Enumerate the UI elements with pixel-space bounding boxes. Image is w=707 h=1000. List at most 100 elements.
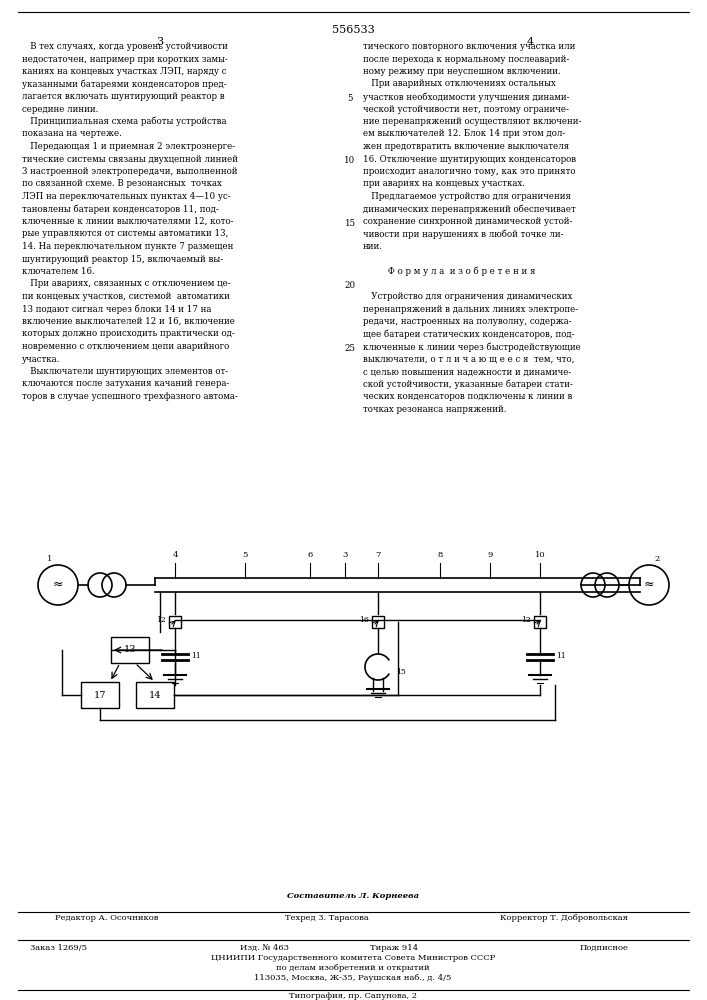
Text: 13: 13 bbox=[124, 646, 136, 654]
Text: которых должно происходить практически од-: которых должно происходить практически о… bbox=[22, 330, 235, 338]
Text: ключенные к линии выключателями 12, кото-: ключенные к линии выключателями 12, кото… bbox=[22, 217, 233, 226]
Text: ≈: ≈ bbox=[53, 578, 63, 590]
Text: по делам изобретений и открытий: по делам изобретений и открытий bbox=[276, 964, 430, 972]
Text: перенапряжений в дальних линиях электропе-: перенапряжений в дальних линиях электроп… bbox=[363, 304, 578, 314]
Text: Подписное: Подписное bbox=[580, 944, 629, 952]
Text: по связанной схеме. В резонансных  точках: по связанной схеме. В резонансных точках bbox=[22, 180, 222, 188]
Text: ЛЭП на переключательных пунктах 4—10 ус-: ЛЭП на переключательных пунктах 4—10 ус- bbox=[22, 192, 230, 201]
Text: ≈: ≈ bbox=[644, 578, 654, 590]
Text: торов в случае успешного трехфазного автома-: торов в случае успешного трехфазного авт… bbox=[22, 392, 238, 401]
Text: 16: 16 bbox=[359, 616, 369, 624]
Text: В тех случаях, когда уровень устойчивости: В тех случаях, когда уровень устойчивост… bbox=[22, 42, 228, 51]
Bar bbox=[81, 682, 119, 708]
Text: ческих конденсаторов подключены к линии в: ческих конденсаторов подключены к линии … bbox=[363, 392, 573, 401]
Text: тические системы связаны двухцепной линией: тические системы связаны двухцепной лини… bbox=[22, 154, 238, 163]
Text: редачи, настроенных на полуволну, содержа-: редачи, настроенных на полуволну, содерж… bbox=[363, 317, 571, 326]
Text: включение выключателей 12 и 16, включение: включение выключателей 12 и 16, включени… bbox=[22, 317, 235, 326]
Text: 6: 6 bbox=[308, 551, 312, 559]
Text: ЦНИИПИ Государственного комитета Совета Министров СССР: ЦНИИПИ Государственного комитета Совета … bbox=[211, 954, 495, 962]
Text: участков необходимости улучшения динами-: участков необходимости улучшения динами- bbox=[363, 92, 570, 102]
Text: ному режиму при неуспешном включении.: ному режиму при неуспешном включении. bbox=[363, 67, 561, 76]
Text: 9: 9 bbox=[487, 551, 493, 559]
Text: 20: 20 bbox=[344, 281, 356, 290]
Text: Устройство для ограничения динамических: Устройство для ограничения динамических bbox=[363, 292, 573, 301]
Text: Корректор Т. Добровольская: Корректор Т. Добровольская bbox=[500, 914, 628, 922]
Text: Техред З. Тарасова: Техред З. Тарасова bbox=[285, 914, 369, 922]
Text: 14. На переключательном пункте 7 размещен: 14. На переключательном пункте 7 размеще… bbox=[22, 242, 233, 251]
Text: Редактор А. Осочников: Редактор А. Осочников bbox=[55, 914, 158, 922]
Text: динамических перенапряжений обеспечивает: динамических перенапряжений обеспечивает bbox=[363, 205, 575, 214]
Text: 1: 1 bbox=[47, 555, 53, 563]
Text: 4: 4 bbox=[173, 551, 177, 559]
Text: 2: 2 bbox=[655, 555, 660, 563]
Text: ключаются после затухания качаний генера-: ключаются после затухания качаний генера… bbox=[22, 379, 229, 388]
Text: При авариях, связанных с отключением це-: При авариях, связанных с отключением це- bbox=[22, 279, 230, 288]
Text: 10: 10 bbox=[534, 551, 545, 559]
Text: 12: 12 bbox=[521, 616, 531, 624]
Text: Заказ 1269/5: Заказ 1269/5 bbox=[30, 944, 87, 952]
Text: каниях на концевых участках ЛЭП, наряду с: каниях на концевых участках ЛЭП, наряду … bbox=[22, 67, 226, 76]
Text: пи концевых участков, системой  автоматики: пи концевых участков, системой автоматик… bbox=[22, 292, 230, 301]
Text: 3 настроенной электропередачи, выполненной: 3 настроенной электропередачи, выполненн… bbox=[22, 167, 238, 176]
Bar bbox=[372, 616, 384, 628]
Text: Выключатели шунтирующих элементов от-: Выключатели шунтирующих элементов от- bbox=[22, 367, 228, 376]
Text: Изд. № 463: Изд. № 463 bbox=[240, 944, 289, 952]
Text: сохранение синхронной динамической устой-: сохранение синхронной динамической устой… bbox=[363, 217, 573, 226]
Text: показана на чертеже.: показана на чертеже. bbox=[22, 129, 122, 138]
Text: 113035, Москва, Ж-35, Раушская наб., д. 4/5: 113035, Москва, Ж-35, Раушская наб., д. … bbox=[255, 974, 452, 982]
Text: тановлены батареи конденсаторов 11, под-: тановлены батареи конденсаторов 11, под- bbox=[22, 205, 218, 214]
Bar bbox=[169, 616, 181, 628]
Text: Составитель Л. Корнеева: Составитель Л. Корнеева bbox=[287, 892, 419, 900]
Text: с целью повышения надежности и динамиче-: с целью повышения надежности и динамиче- bbox=[363, 367, 571, 376]
Text: участка.: участка. bbox=[22, 355, 60, 363]
Text: 13 подают сигнал через блоки 14 и 17 на: 13 подают сигнал через блоки 14 и 17 на bbox=[22, 304, 211, 314]
Text: при авариях на концевых участках.: при авариях на концевых участках. bbox=[363, 180, 525, 188]
Text: ключателем 16.: ключателем 16. bbox=[22, 267, 95, 276]
Text: жен предотвратить включение выключателя: жен предотвратить включение выключателя bbox=[363, 142, 569, 151]
Text: новременно с отключением цепи аварийного: новременно с отключением цепи аварийного bbox=[22, 342, 229, 351]
Text: ние перенапряжений осуществляют включени-: ние перенапряжений осуществляют включени… bbox=[363, 117, 581, 126]
Text: 8: 8 bbox=[438, 551, 443, 559]
Text: происходит аналогично тому, как это принято: происходит аналогично тому, как это прин… bbox=[363, 167, 575, 176]
Text: 10: 10 bbox=[344, 156, 356, 165]
Text: 3: 3 bbox=[342, 551, 348, 559]
Text: ем выключателей 12. Блок 14 при этом дол-: ем выключателей 12. Блок 14 при этом дол… bbox=[363, 129, 566, 138]
Text: чивости при нарушениях в любой точке ли-: чивости при нарушениях в любой точке ли- bbox=[363, 230, 563, 239]
Bar bbox=[534, 616, 546, 628]
Text: щее батареи статических конденсаторов, под-: щее батареи статических конденсаторов, п… bbox=[363, 330, 575, 339]
Text: При аварийных отключениях остальных: При аварийных отключениях остальных bbox=[363, 80, 556, 89]
Text: тического повторного включения участка или: тического повторного включения участка и… bbox=[363, 42, 575, 51]
Text: шунтирующий реактор 15, включаемый вы-: шунтирующий реактор 15, включаемый вы- bbox=[22, 254, 223, 263]
Text: ключенные к линии через быстродействующие: ключенные к линии через быстродействующи… bbox=[363, 342, 580, 352]
Text: 12: 12 bbox=[156, 616, 166, 624]
Text: 5: 5 bbox=[243, 551, 247, 559]
Bar bbox=[111, 637, 149, 663]
Text: Типография, пр. Сапунова, 2: Типография, пр. Сапунова, 2 bbox=[289, 992, 417, 1000]
Text: 25: 25 bbox=[344, 344, 356, 353]
Text: рые управляются от системы автоматики 13,: рые управляются от системы автоматики 13… bbox=[22, 230, 228, 238]
Text: Предлагаемое устройство для ограничения: Предлагаемое устройство для ограничения bbox=[363, 192, 571, 201]
Text: ческой устойчивости нет, поэтому ограниче-: ческой устойчивости нет, поэтому огранич… bbox=[363, 104, 569, 113]
Bar bbox=[136, 682, 174, 708]
Text: 11: 11 bbox=[191, 652, 201, 660]
Text: точках резонанса напряжений.: точках резонанса напряжений. bbox=[363, 404, 506, 414]
Text: лагается включать шунтирующий реактор в: лагается включать шунтирующий реактор в bbox=[22, 92, 225, 101]
Text: Принципиальная схема работы устройства: Принципиальная схема работы устройства bbox=[22, 117, 226, 126]
Text: ской устойчивости, указанные батареи стати-: ской устойчивости, указанные батареи ста… bbox=[363, 379, 573, 389]
Text: 7: 7 bbox=[375, 551, 380, 559]
Text: Тираж 914: Тираж 914 bbox=[370, 944, 418, 952]
Text: 5: 5 bbox=[347, 94, 353, 103]
Text: середине линии.: середине линии. bbox=[22, 104, 98, 113]
Text: Ф о р м у л а  и з о б р е т е н и я: Ф о р м у л а и з о б р е т е н и я bbox=[363, 267, 535, 276]
Text: выключатели, о т л и ч а ю щ е е с я  тем, что,: выключатели, о т л и ч а ю щ е е с я тем… bbox=[363, 355, 575, 363]
Text: 3: 3 bbox=[156, 37, 163, 47]
Text: 16. Отключение шунтирующих конденсаторов: 16. Отключение шунтирующих конденсаторов bbox=[363, 154, 576, 163]
Text: 556533: 556533 bbox=[332, 25, 375, 35]
Text: 11: 11 bbox=[556, 652, 566, 660]
Text: после перехода к нормальному послеаварий-: после перехода к нормальному послеаварий… bbox=[363, 54, 569, 64]
Text: 4: 4 bbox=[527, 37, 534, 47]
Text: недостаточен, например при коротких замы-: недостаточен, например при коротких замы… bbox=[22, 54, 228, 64]
Text: 15: 15 bbox=[396, 668, 406, 676]
Text: 15: 15 bbox=[344, 219, 356, 228]
Text: Передающая 1 и приемная 2 электроэнерге-: Передающая 1 и приемная 2 электроэнерге- bbox=[22, 142, 235, 151]
